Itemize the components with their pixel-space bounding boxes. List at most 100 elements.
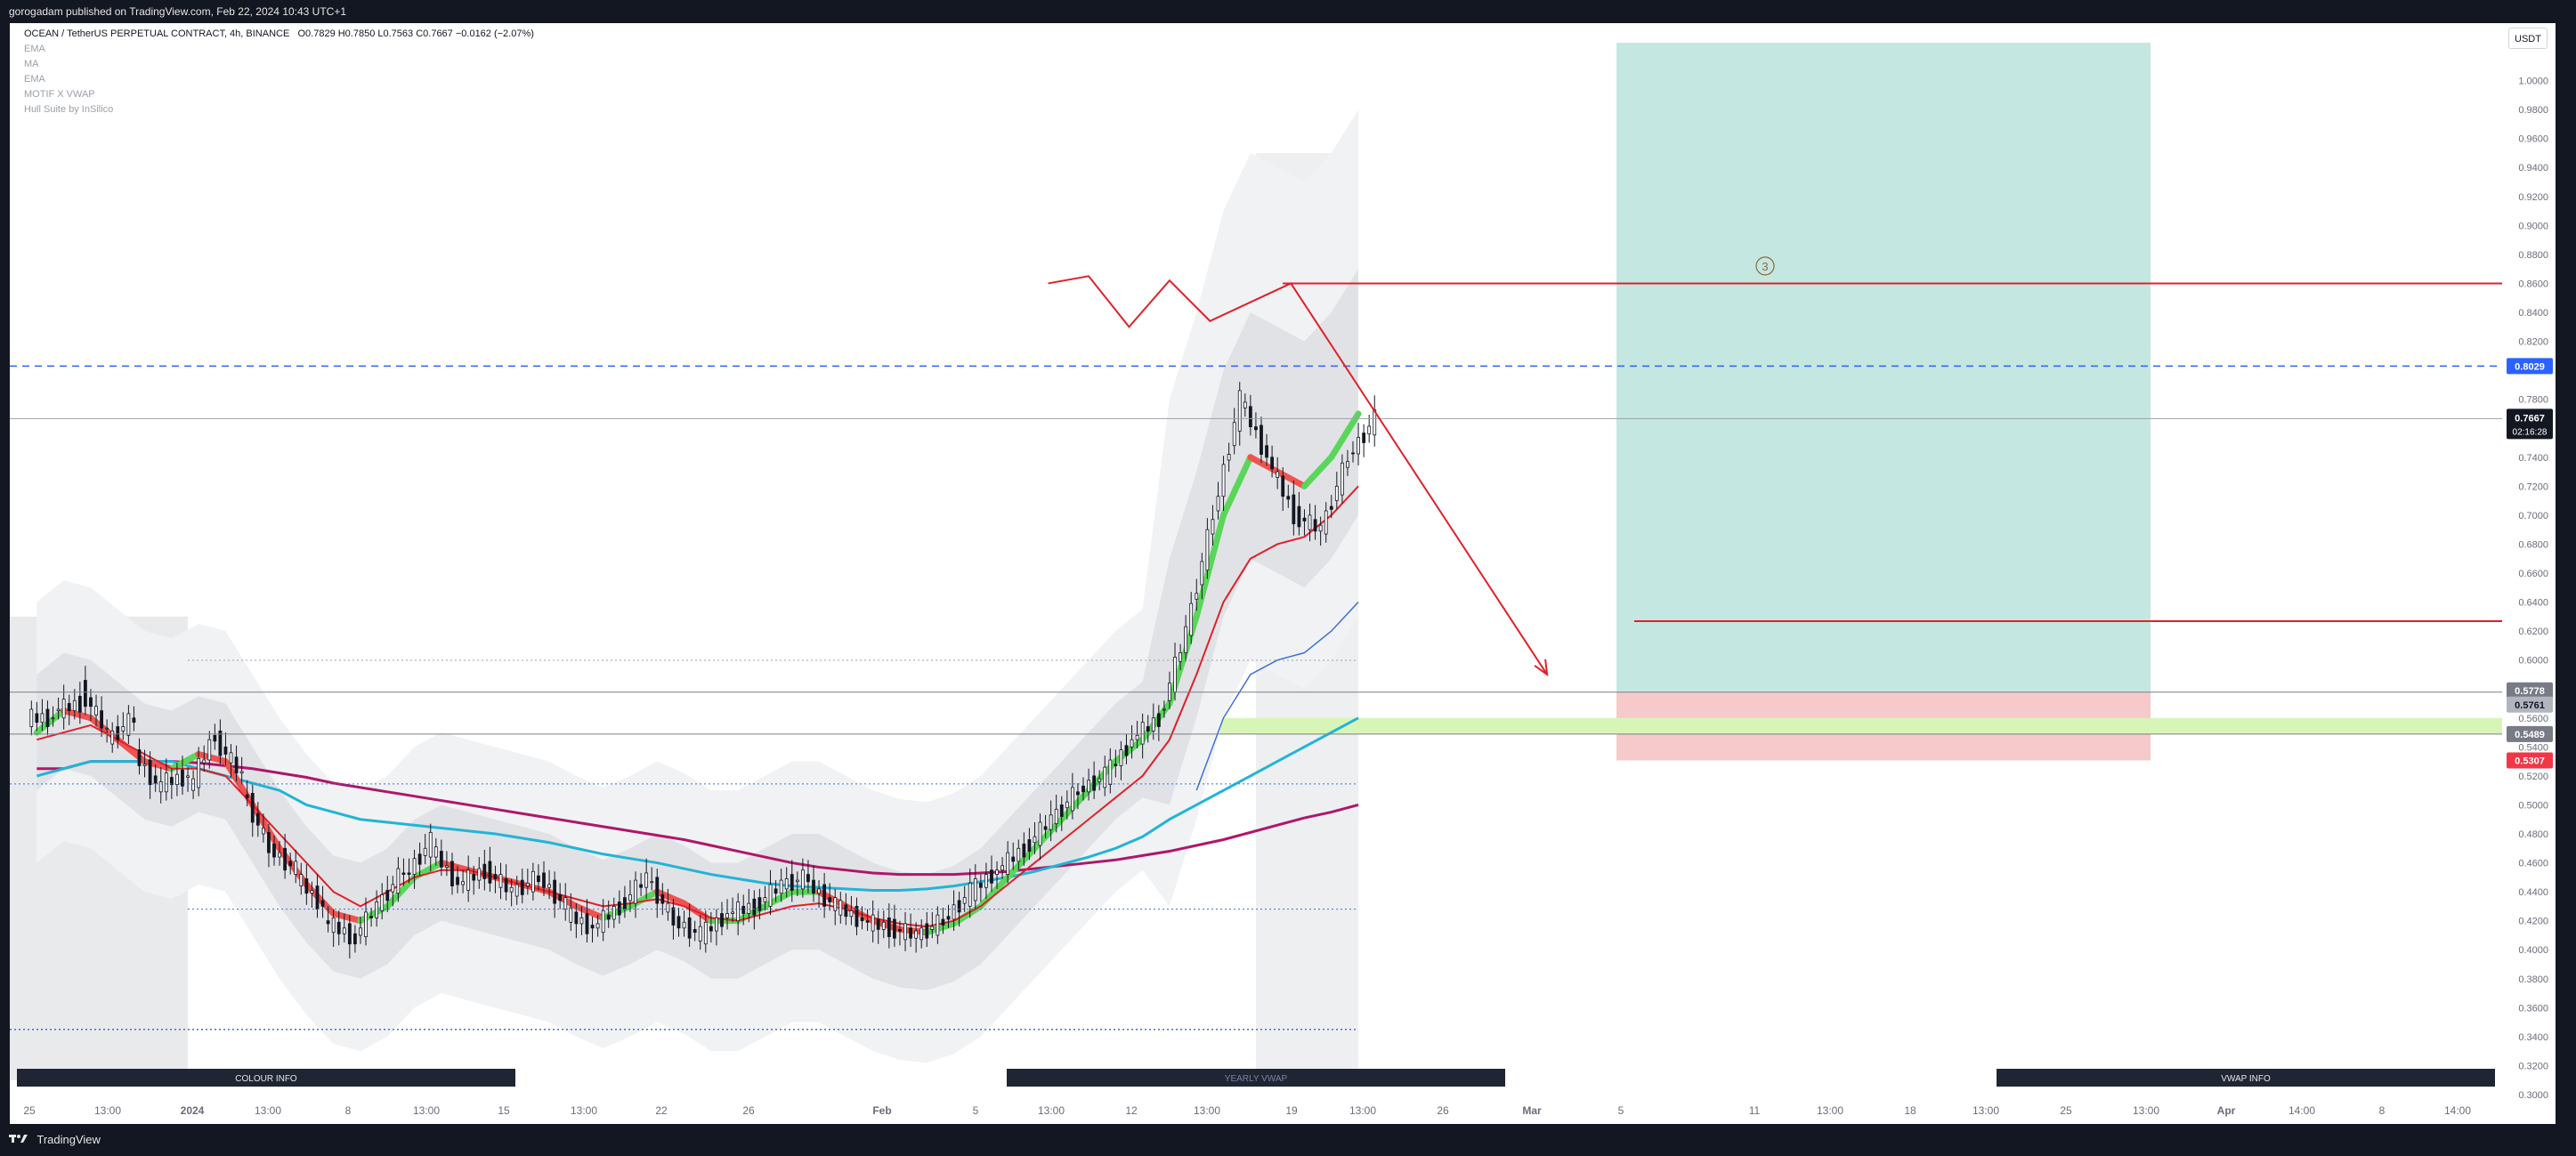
candle <box>1146 726 1150 732</box>
candle <box>223 746 228 755</box>
candle <box>336 921 341 934</box>
candle <box>660 893 665 904</box>
publish-info: gorogadam published on TradingView.com, … <box>9 5 347 18</box>
x-tick-label: 5 <box>973 1104 979 1117</box>
price-chart[interactable]: 3 0.30000.32000.34000.36000.38000.40000.… <box>10 23 2556 1124</box>
candle <box>423 847 427 856</box>
x-tick-label: 13:00 <box>413 1104 440 1117</box>
candle <box>1286 496 1291 500</box>
indicator-legend-3[interactable]: MOTIF X VWAP <box>24 89 95 100</box>
candle <box>871 914 875 932</box>
candles-layer <box>29 382 1377 958</box>
y-tick-label: 0.9600 <box>2518 134 2548 145</box>
x-tick-label: 13:00 <box>2133 1104 2159 1117</box>
candle <box>493 874 498 879</box>
candle <box>817 888 821 894</box>
candle <box>952 904 956 920</box>
hull-segment <box>1193 512 1227 620</box>
footer-brand[interactable]: TradingView <box>36 1133 101 1146</box>
y-tick-label: 0.4000 <box>2518 945 2548 956</box>
currency-button[interactable]: USDT <box>2508 28 2548 49</box>
x-tick-label: 13:00 <box>255 1104 281 1117</box>
candle <box>715 918 718 932</box>
candle <box>218 731 223 756</box>
tradingview-logo-icon[interactable] <box>9 1128 28 1152</box>
candle <box>1156 713 1161 727</box>
hull-segment <box>1328 410 1362 461</box>
indicator-legend-1[interactable]: MA <box>24 59 39 69</box>
candle <box>1108 759 1113 786</box>
candle <box>1162 708 1166 711</box>
candle <box>94 706 98 715</box>
y-tick-label: 0.7800 <box>2518 395 2548 406</box>
candle <box>1098 778 1102 782</box>
candle <box>574 911 579 925</box>
badge-dashed-label: 0.8029 <box>2515 361 2545 372</box>
info-bar <box>1007 1069 1505 1087</box>
candle <box>553 879 557 904</box>
candle <box>542 872 546 888</box>
candle <box>946 916 951 920</box>
candle <box>709 926 713 932</box>
candle <box>644 872 649 888</box>
candle <box>919 927 924 941</box>
chart-frame[interactable]: 3 0.3000 0.3200 0.3400 0.3600 0.3800 0.4000 0.… <box>10 23 2556 1124</box>
candle <box>239 771 244 774</box>
x-tick-label: 5 <box>1618 1104 1624 1117</box>
candle <box>590 925 595 929</box>
candle <box>105 727 109 730</box>
candle <box>1124 745 1129 756</box>
candle <box>790 874 794 891</box>
candle <box>299 874 304 886</box>
badge-level-1-label: 0.5778 <box>2515 686 2545 697</box>
candle <box>1135 734 1139 740</box>
symbol-legend[interactable]: OCEAN / TetherUS PERPETUAL CONTRACT, 4h,… <box>24 28 534 39</box>
indicator-legend-2[interactable]: EMA <box>24 74 45 85</box>
candle <box>925 923 929 939</box>
candle <box>547 884 551 888</box>
candle <box>628 893 632 901</box>
badge-last <box>2507 408 2553 440</box>
badge-dashed <box>2507 358 2553 375</box>
x-tick-label: 13:00 <box>1194 1104 1220 1117</box>
info-bar-label: YEARLY VWAP <box>1225 1074 1288 1084</box>
candle <box>1346 461 1349 468</box>
hull-segment <box>384 874 417 909</box>
candle <box>1243 401 1247 408</box>
candle <box>278 852 281 858</box>
y-tick-label: 0.3600 <box>2518 1003 2548 1014</box>
badge-level-2 <box>2507 696 2553 713</box>
candle <box>407 872 411 875</box>
x-tick-label: Apr <box>2217 1104 2236 1117</box>
candle <box>693 929 697 934</box>
candle <box>255 812 260 826</box>
candle <box>197 757 201 788</box>
candle <box>973 878 977 901</box>
candle <box>439 851 443 868</box>
candle <box>990 869 993 884</box>
projection-arrowhead <box>1534 659 1549 677</box>
candle <box>137 749 142 766</box>
badge-stop <box>2507 752 2553 769</box>
candle <box>450 861 454 887</box>
y-tick-label: 0.8600 <box>2518 279 2548 289</box>
candle <box>1248 406 1252 427</box>
candle <box>1357 437 1360 455</box>
indicator-legend-4[interactable]: Hull Suite by InSilico <box>24 104 114 115</box>
publish-header: gorogadam published on TradingView.com, … <box>0 0 2576 23</box>
x-tick-label: 14:00 <box>2288 1104 2315 1117</box>
y-tick-label: 0.5400 <box>2518 742 2548 753</box>
y-tick-label: 0.9000 <box>2518 221 2548 231</box>
projection-layer: 3 <box>1048 256 1775 677</box>
candle <box>456 877 459 885</box>
candle <box>1216 496 1220 512</box>
candle <box>1151 717 1155 732</box>
candle <box>595 923 600 929</box>
candle <box>385 890 390 901</box>
candle <box>504 878 508 893</box>
candle <box>1254 426 1258 431</box>
indicator-legend-0[interactable]: EMA <box>24 44 45 54</box>
hull-segment <box>653 888 687 907</box>
candle <box>984 874 988 888</box>
candle <box>822 884 827 907</box>
